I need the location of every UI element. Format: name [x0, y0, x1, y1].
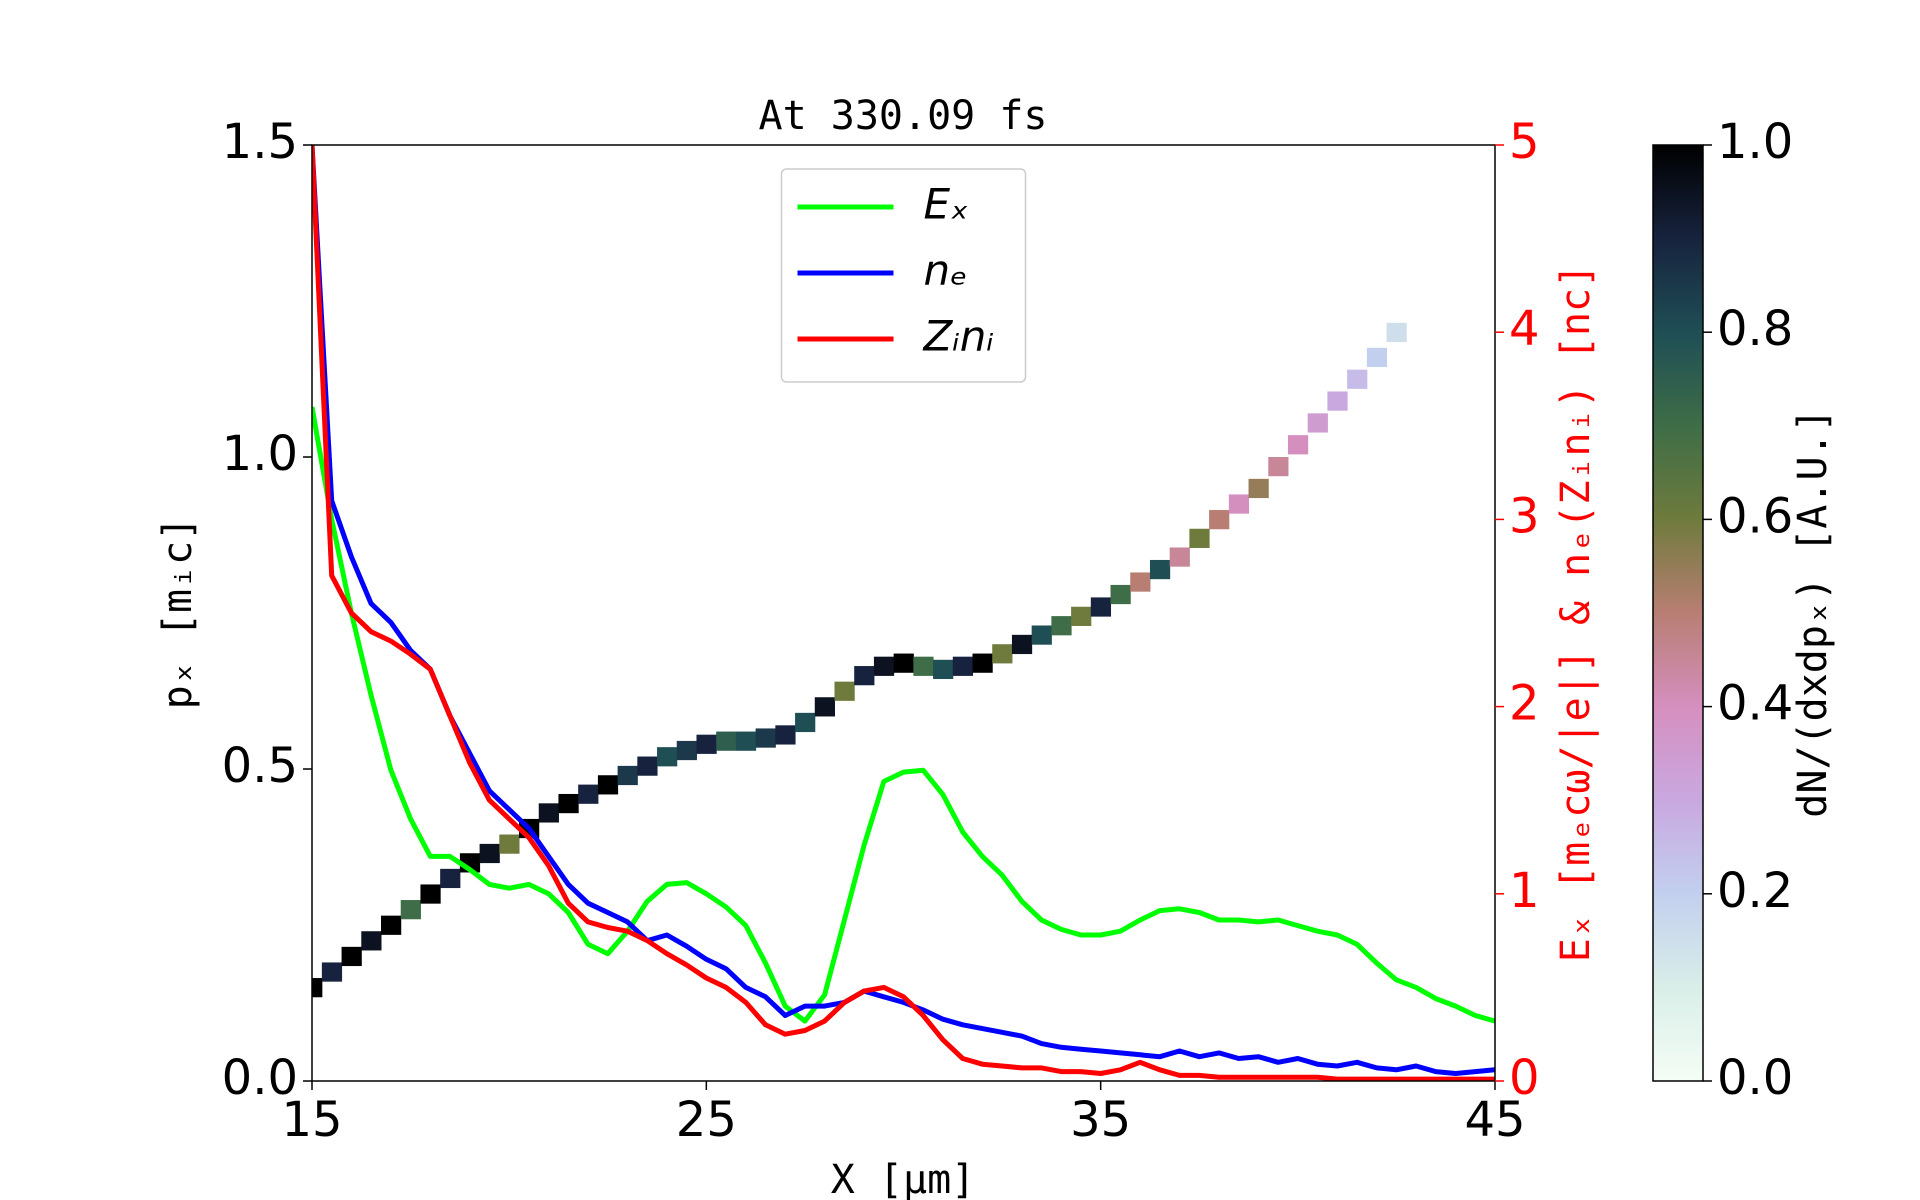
- legend-label: Eₓ: [924, 180, 969, 229]
- colorbar-tick-label: 0.2: [1717, 863, 1793, 919]
- colorbar-tick-label: 0.0: [1717, 1050, 1793, 1106]
- heatmap-cell: [1248, 478, 1269, 499]
- y-tick-label: 0.5: [222, 738, 298, 794]
- y2-axis-label: Eₓ [mₑcω/|e|] & nₑ(Zᵢnᵢ) [nc]: [1553, 264, 1599, 962]
- heatmap-cell: [558, 793, 579, 814]
- y-axis-label: pₓ [mᵢc]: [155, 517, 201, 710]
- legend-box: [780, 168, 1027, 383]
- heatmap-cell: [381, 915, 402, 935]
- heatmap-cell: [499, 834, 520, 854]
- heatmap-cell: [341, 946, 362, 967]
- x-tick-label: 45: [1464, 1092, 1525, 1148]
- x-tick-label: 15: [281, 1092, 342, 1148]
- colorbar: [1652, 144, 1704, 1082]
- heatmap-cell: [933, 659, 954, 680]
- heatmap-cell: [755, 728, 776, 748]
- heatmap-cell: [1228, 494, 1250, 514]
- heatmap-cell: [637, 756, 658, 776]
- plot-frame: [311, 144, 1496, 1082]
- colorbar-tick-label: 1.0: [1717, 114, 1793, 170]
- x-tick-label: 25: [676, 1092, 737, 1148]
- colorbar-tick-label: 0.4: [1717, 676, 1793, 732]
- heatmap-cell: [775, 725, 796, 745]
- heatmap-cell: [617, 765, 638, 786]
- heatmap-cell: [795, 712, 816, 733]
- heatmap-cell: [321, 962, 343, 982]
- y2-tick-label: 3: [1509, 488, 1540, 544]
- heatmap-cell: [1209, 510, 1230, 530]
- heatmap-cell: [913, 656, 934, 676]
- heatmap-cell: [597, 775, 619, 795]
- heatmap-cell: [1386, 322, 1407, 343]
- heatmap-cell: [1347, 369, 1368, 389]
- series-line: [312, 145, 1495, 1076]
- heatmap-cell: [420, 884, 441, 904]
- legend-label: Zᵢnᵢ: [923, 312, 994, 361]
- heatmap-cell: [854, 666, 875, 686]
- chart-title: At 330.09 fs: [759, 93, 1048, 139]
- heatmap-cell: [1149, 559, 1171, 580]
- heatmap-cell: [1169, 547, 1190, 567]
- heatmap-cell: [1110, 584, 1131, 605]
- x-tick-label: 35: [1070, 1092, 1131, 1148]
- heatmap-cell: [952, 656, 974, 676]
- heatmap-cell: [716, 731, 737, 751]
- y-tick-label: 1.5: [222, 114, 298, 170]
- heatmap-cell: [834, 681, 855, 701]
- heatmap-cell: [538, 803, 559, 823]
- heatmap-cell: [735, 731, 757, 751]
- heatmap-cell: [400, 900, 421, 920]
- legend-label: nₑ: [924, 246, 968, 295]
- heatmap-cell: [992, 644, 1013, 664]
- heatmap-cell: [1307, 413, 1328, 433]
- heatmap-cell: [1366, 347, 1388, 368]
- colorbar-tick-label: 0.6: [1717, 488, 1793, 544]
- legend: Eₓ nₑ Zᵢnᵢ: [780, 168, 1027, 383]
- series-line: [312, 406, 1495, 1024]
- heatmap-cell: [1071, 606, 1092, 626]
- heatmap-cell: [578, 784, 599, 804]
- heatmap-cell: [1189, 528, 1210, 548]
- heatmap-cell: [1327, 391, 1348, 411]
- x-axis-label: X [μm]: [831, 1157, 976, 1200]
- y2-tick-label: 1: [1509, 863, 1540, 919]
- y2-tick-label: 2: [1509, 676, 1540, 732]
- heatmap-cell: [676, 740, 697, 761]
- heatmap-cell: [1031, 625, 1052, 645]
- y2-tick-label: 5: [1509, 114, 1540, 170]
- heatmap-cell: [1268, 457, 1289, 477]
- heatmap-cell: [1011, 634, 1033, 655]
- heatmap-cell: [1287, 435, 1309, 455]
- heatmap-cell: [657, 747, 678, 767]
- colorbar-label: dN/(dxdpₓ) [A.U.]: [1790, 408, 1836, 817]
- heatmap-cell: [972, 653, 993, 673]
- y2-tick-label: 4: [1509, 301, 1540, 357]
- heatmap-cell: [893, 653, 914, 673]
- y2-tick-label: 0: [1509, 1050, 1540, 1106]
- colorbar-tick-label: 0.8: [1717, 301, 1793, 357]
- heatmap-cell: [814, 697, 835, 717]
- heatmap-cell: [479, 843, 500, 864]
- heatmap-cell: [440, 868, 461, 889]
- heatmap-cell: [873, 656, 895, 676]
- heatmap-cell: [1051, 616, 1072, 636]
- series-line: [312, 145, 1495, 1081]
- heatmap-cell: [361, 931, 382, 951]
- heatmap-cell: [1130, 572, 1151, 592]
- heatmap-cell: [696, 734, 717, 754]
- heatmap-cell: [1090, 597, 1112, 617]
- heatmap-cell: [312, 978, 323, 998]
- y-tick-label: 0.0: [222, 1050, 298, 1106]
- y-tick-label: 1.0: [222, 426, 298, 482]
- plot-area: [312, 145, 1495, 1081]
